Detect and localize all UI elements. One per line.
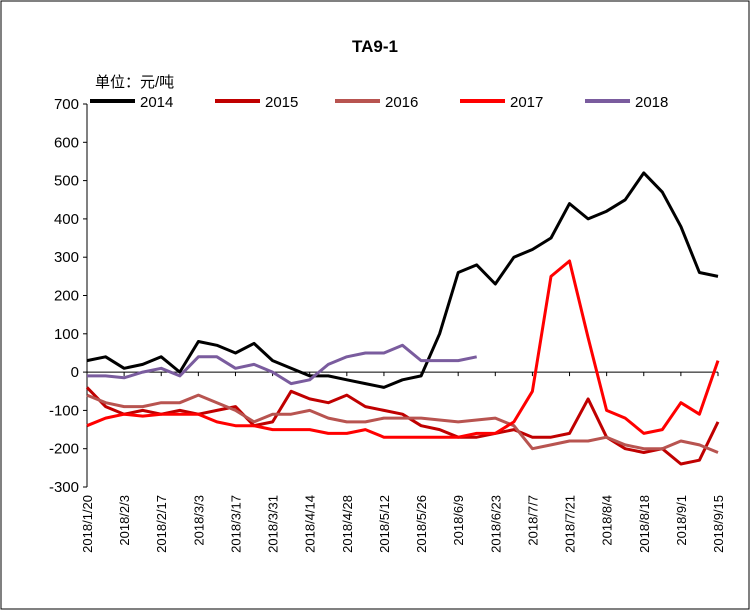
x-tick-label: 2018/6/23 (488, 495, 503, 553)
y-tick-label: 300 (54, 249, 79, 266)
x-tick-label: 2018/3/31 (266, 495, 281, 553)
x-tick-label: 2018/3/17 (228, 495, 243, 553)
x-tick-label: 2018/4/28 (340, 495, 355, 553)
x-tick-label: 2018/4/14 (303, 495, 318, 553)
series-line (87, 343, 478, 386)
y-tick-label: -200 (49, 441, 79, 458)
series-line (86, 259, 720, 439)
x-tick-label: 2018/6/9 (451, 495, 466, 546)
x-tick-label: 2018/5/26 (414, 495, 429, 553)
y-tick-label: 600 (54, 134, 79, 151)
x-tick-label: 2018/7/7 (525, 495, 540, 546)
y-tick-label: 0 (71, 364, 79, 381)
series-line (86, 171, 719, 389)
legend-label: 2017 (510, 94, 543, 111)
y-tick-label: -300 (49, 479, 79, 496)
x-tick-label: 2018/9/15 (711, 495, 726, 553)
x-tick-label: 2018/3/3 (191, 495, 206, 546)
legend-label: 2016 (385, 94, 418, 111)
legend-label: 2015 (265, 94, 298, 111)
y-tick-label: 400 (54, 211, 79, 228)
x-tick-label: 2018/1/20 (80, 495, 95, 553)
chart-title: TA9-1 (352, 37, 398, 56)
unit-label: 单位：元/吨 (95, 74, 174, 91)
x-tick-label: 2018/2/3 (117, 495, 132, 546)
x-tick-label: 2018/8/18 (637, 495, 652, 553)
y-tick-label: -100 (49, 402, 79, 419)
x-tick-label: 2018/7/21 (563, 495, 578, 553)
y-tick-label: 200 (54, 288, 79, 305)
x-tick-label: 2018/9/1 (674, 495, 689, 546)
x-tick-label: 2018/8/4 (600, 495, 615, 546)
y-tick-label: 100 (54, 326, 79, 343)
x-tick-label: 2018/5/12 (377, 495, 392, 553)
x-tick-label: 2018/2/17 (154, 495, 169, 553)
legend-label: 2014 (140, 94, 173, 111)
y-tick-label: 500 (54, 173, 79, 190)
legend-label: 2018 (635, 94, 668, 111)
y-tick-label: 700 (54, 96, 79, 113)
series-line (86, 393, 719, 454)
